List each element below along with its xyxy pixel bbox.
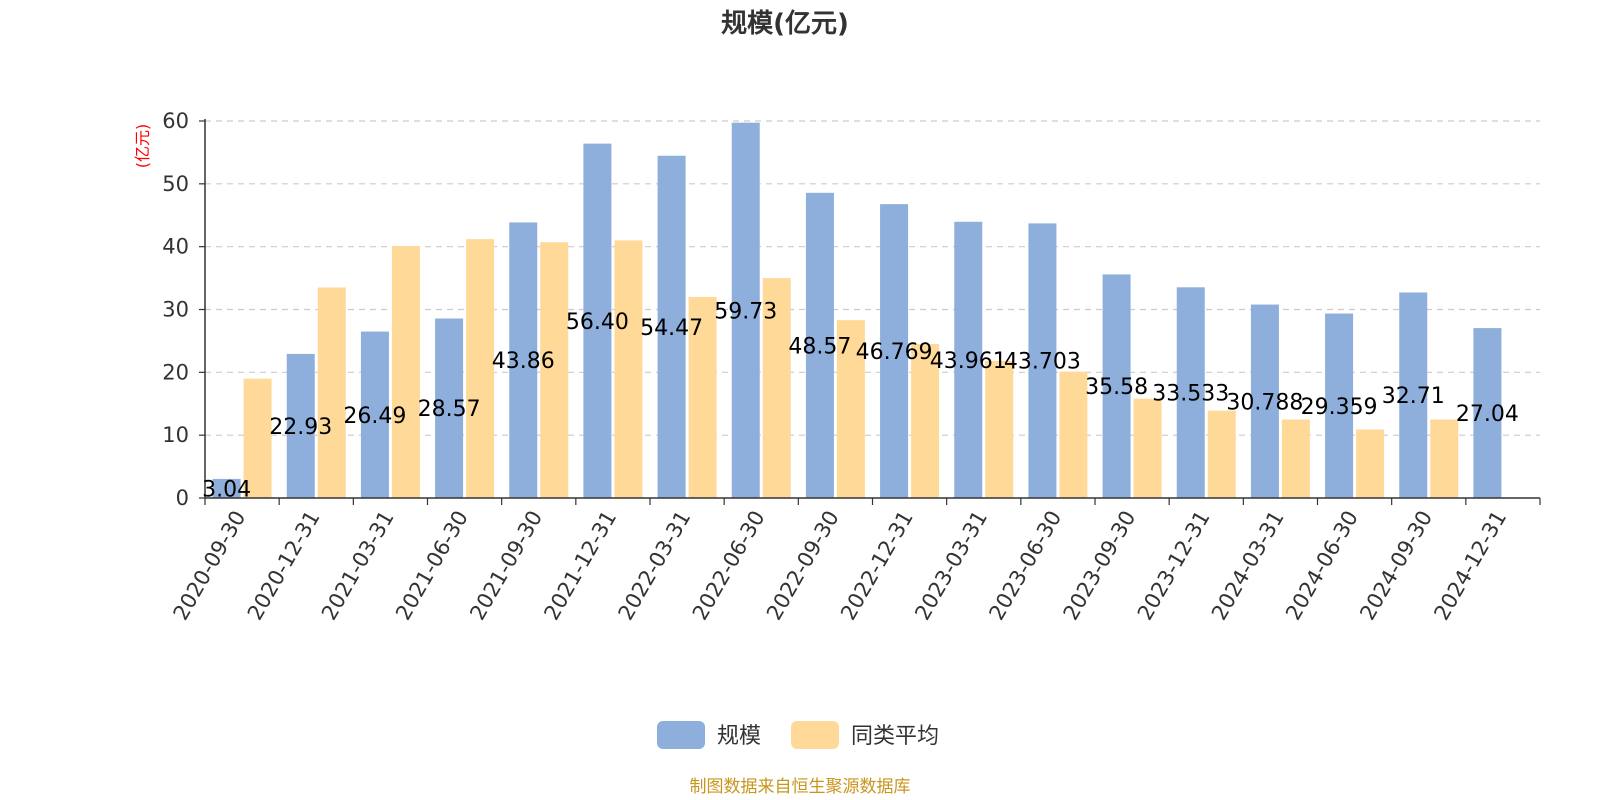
bar-scale xyxy=(1473,328,1502,498)
data-label: 35.58 xyxy=(1085,375,1148,400)
bar-peer-average xyxy=(466,239,495,499)
bar-scale xyxy=(360,331,389,498)
bar-peer-average xyxy=(614,240,643,498)
data-label: 26.49 xyxy=(343,404,406,429)
bar-scale xyxy=(1399,292,1428,498)
x-tick-label: 2022-06-30 xyxy=(688,507,770,625)
bar-peer-average xyxy=(1430,419,1459,498)
y-tick-label: 20 xyxy=(162,360,189,384)
x-tick-label: 2021-03-31 xyxy=(317,507,399,625)
x-tick-label: 2024-06-30 xyxy=(1281,507,1363,625)
chart-title: 规模(亿元) xyxy=(721,9,849,39)
x-tick-label: 2024-12-31 xyxy=(1429,507,1511,625)
bar-scale xyxy=(509,222,538,498)
bar-scale xyxy=(1325,313,1354,498)
data-label: 59.73 xyxy=(714,299,777,324)
x-tick-label: 2022-09-30 xyxy=(762,507,844,625)
x-tick-label: 2022-03-31 xyxy=(614,507,696,625)
data-label: 27.04 xyxy=(1456,402,1519,427)
bar-peer-average xyxy=(1356,429,1385,498)
bar-peer-average xyxy=(1207,410,1236,498)
x-tick-label: 2024-03-31 xyxy=(1207,507,1289,625)
y-tick-label: 10 xyxy=(162,423,189,447)
data-label: 43.703 xyxy=(1004,350,1081,375)
bar-peer-average xyxy=(391,246,420,498)
bar-scale xyxy=(583,143,612,498)
y-axis-ticks: 0 10 20 30 40 50 60 xyxy=(162,109,205,510)
y-tick-label: 30 xyxy=(162,298,189,322)
data-label: 54.47 xyxy=(640,316,703,341)
x-tick-label: 2021-09-30 xyxy=(465,507,547,625)
data-label: 22.93 xyxy=(269,415,332,440)
bar-scale xyxy=(954,221,983,498)
bar-peer-average xyxy=(317,287,346,498)
data-label: 30.788 xyxy=(1226,390,1303,415)
x-tick-label: 2024-09-30 xyxy=(1355,507,1437,625)
grid-lines xyxy=(205,120,1540,436)
bar-scale xyxy=(1028,223,1057,499)
bar-scale xyxy=(731,122,760,498)
y-tick-label: 60 xyxy=(162,109,189,133)
source-note: 制图数据来自恒生聚源数据库 xyxy=(690,777,911,797)
data-label: 43.86 xyxy=(492,349,555,374)
data-label: 32.71 xyxy=(1382,384,1445,409)
data-label: 46.769 xyxy=(856,340,933,365)
x-tick-label: 2022-12-31 xyxy=(836,507,918,625)
bar-scale xyxy=(1250,304,1279,498)
data-label: 3.04 xyxy=(202,477,251,502)
bar-peer-average xyxy=(1281,419,1310,498)
y-axis-unit: (亿元) xyxy=(133,124,152,169)
x-tick-label: 2023-12-31 xyxy=(1133,507,1215,625)
bar-scale xyxy=(212,478,241,498)
bar-peer-average xyxy=(762,278,791,498)
legend-swatch xyxy=(791,721,839,749)
bar-scale xyxy=(657,155,686,498)
y-tick-label: 40 xyxy=(162,235,189,259)
bar-peer-average xyxy=(1133,398,1162,498)
data-label: 43.961 xyxy=(930,349,1007,374)
data-label: 48.57 xyxy=(788,334,851,359)
x-tick-label: 2021-06-30 xyxy=(391,507,473,625)
legend-label: 同类平均 xyxy=(851,724,939,749)
bar-peer-average xyxy=(836,320,865,498)
data-label: 29.359 xyxy=(1301,395,1378,420)
legend[interactable]: 规模 同类平均 xyxy=(657,721,939,749)
bar-scale xyxy=(435,318,464,498)
legend-label: 规模 xyxy=(717,724,761,749)
x-tick-label: 2023-06-30 xyxy=(984,507,1066,625)
bar-scale xyxy=(805,192,834,499)
bar-peer-average xyxy=(540,242,569,498)
bar-scale xyxy=(286,353,315,498)
bars xyxy=(212,122,1502,499)
y-tick-label: 50 xyxy=(162,172,189,196)
x-tick-label: 2023-09-30 xyxy=(1059,507,1141,625)
bar-scale xyxy=(1102,274,1131,498)
data-label: 28.57 xyxy=(418,397,481,422)
bar-scale xyxy=(880,204,909,499)
y-tick-label: 0 xyxy=(176,486,189,510)
bar-peer-average xyxy=(1059,371,1088,498)
bar-peer-average xyxy=(985,361,1014,498)
data-labels: 3.04 22.93 26.49 28.57 43.86 56.40 54.47 59.73 4… xyxy=(202,299,1519,502)
bar-peer-average xyxy=(243,378,272,498)
data-label: 56.40 xyxy=(566,310,629,335)
bar-peer-average xyxy=(911,344,940,498)
legend-swatch xyxy=(657,721,705,749)
x-tick-label: 2021-12-31 xyxy=(539,507,621,625)
x-axis-ticks: 2020-09-302020-12-312021-03-312021-06-30… xyxy=(169,498,1541,625)
data-label: 33.533 xyxy=(1152,382,1229,407)
bar-peer-average xyxy=(688,296,717,498)
bar-scale xyxy=(1176,287,1205,498)
x-tick-label: 2020-09-30 xyxy=(169,507,251,625)
x-tick-label: 2023-03-31 xyxy=(910,507,992,625)
x-tick-label: 2020-12-31 xyxy=(243,507,325,625)
